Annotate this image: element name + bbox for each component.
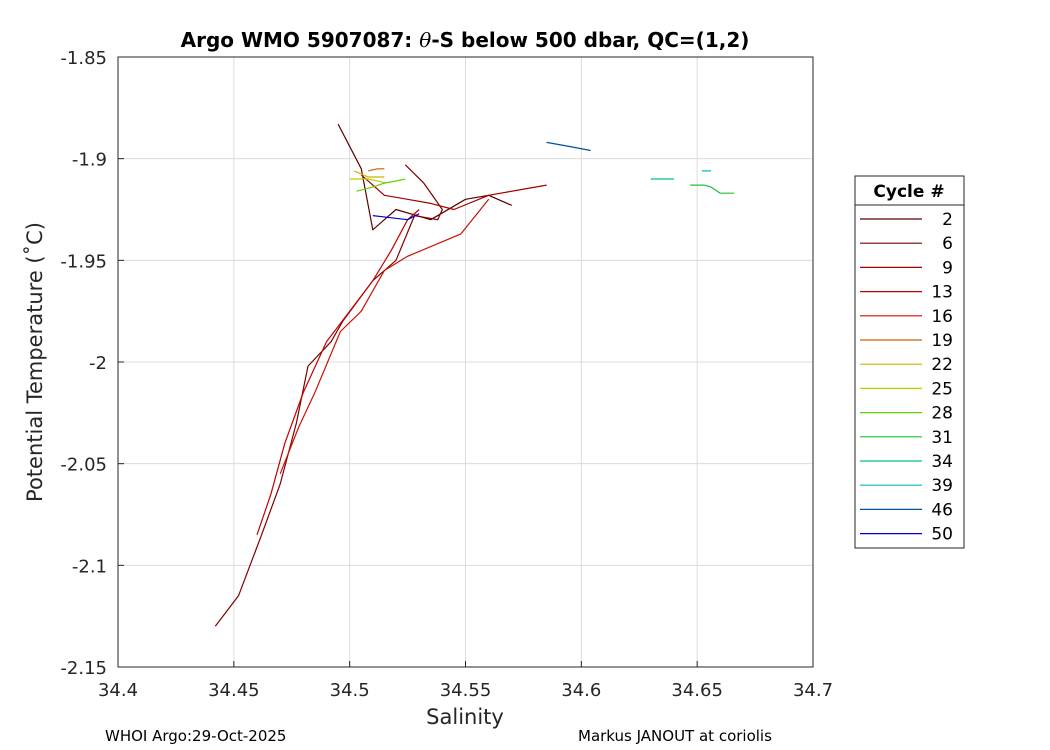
x-tick-label: 34.4 <box>98 680 138 701</box>
footer-right: Markus JANOUT at coriolis <box>578 727 772 745</box>
legend-box <box>854 175 965 549</box>
legend-label-cycle-2: 2 <box>942 210 953 230</box>
series-line-cycle-22 <box>354 170 385 178</box>
legend-label-cycle-6: 6 <box>942 234 953 254</box>
series-line-cycle-50 <box>372 213 420 221</box>
y-tick-label: -2.1 <box>72 556 107 577</box>
legend-label-cycle-28: 28 <box>931 404 953 424</box>
series-line-cycle-25 <box>349 178 387 184</box>
x-axis-label: Salinity <box>426 705 504 729</box>
legend-label-cycle-25: 25 <box>931 379 953 399</box>
legend-label-cycle-39: 39 <box>931 476 953 496</box>
y-tick-label: -2 <box>89 353 107 374</box>
series-line-cycle-31 <box>690 184 735 194</box>
y-tick-label: -1.95 <box>60 251 107 272</box>
legend-items: 2 6 9 13 16 19 22 25 28 31 34 39 46 50 <box>860 210 953 545</box>
y-tick-label: -1.85 <box>60 48 107 69</box>
legend-label-cycle-9: 9 <box>942 258 953 278</box>
series-line-cycle-9 <box>360 174 547 211</box>
legend-label-cycle-19: 19 <box>931 331 953 351</box>
legend-label-cycle-50: 50 <box>931 525 953 545</box>
legend-label-cycle-13: 13 <box>931 283 953 303</box>
x-tick-label: 34.55 <box>440 680 492 701</box>
x-tick-label: 34.7 <box>793 680 833 701</box>
x-tick-label: 34.5 <box>330 680 370 701</box>
x-tick-label: 34.45 <box>208 680 260 701</box>
legend-label-cycle-22: 22 <box>931 355 953 375</box>
footer-left: WHOI Argo:29-Oct-2025 <box>105 727 286 745</box>
series-line-cycle-16 <box>279 198 490 475</box>
y-axis-label: Potential Temperature (˚C) <box>23 222 47 502</box>
y-tick-label: -2.15 <box>60 658 107 679</box>
plot-area <box>117 56 814 668</box>
x-tick-label: 34.6 <box>561 680 601 701</box>
y-tick-label: -1.9 <box>72 150 107 171</box>
legend-label-cycle-34: 34 <box>931 452 953 472</box>
legend-label-cycle-46: 46 <box>931 500 953 520</box>
series-line-cycle-46 <box>546 141 591 152</box>
legend-label-cycle-31: 31 <box>931 428 953 448</box>
legend-label-cycle-16: 16 <box>931 307 953 327</box>
y-tick-label: -2.05 <box>60 455 107 476</box>
legend-title: Cycle # <box>873 182 944 202</box>
tick-labels: 34.4 34.45 34.5 34.55 34.6 34.65 34.7 -1.85 -1.9… <box>60 48 833 701</box>
chart-title: Argo WMO 5907087: θ-S below 500 dbar, QC… <box>181 28 750 52</box>
series-layer <box>214 123 735 627</box>
series-line-cycle-13 <box>256 209 420 535</box>
x-tick-label: 34.65 <box>671 680 723 701</box>
series-line-cycle-19 <box>368 168 385 172</box>
legend: Cycle # 2 6 9 13 16 19 22 25 28 31 34 39 46 50 <box>854 175 965 549</box>
series-line-cycle-28 <box>356 178 406 192</box>
